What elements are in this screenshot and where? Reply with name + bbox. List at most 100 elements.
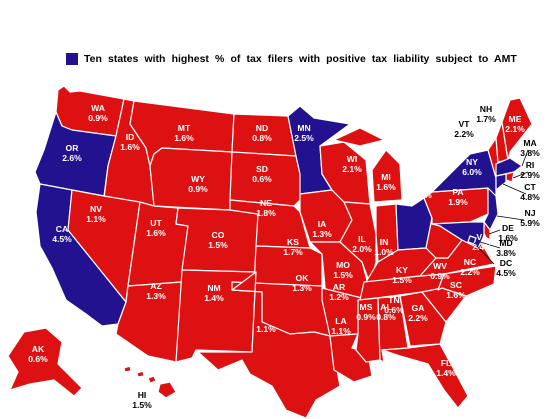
state-abbr-mo: MO	[336, 260, 350, 270]
state-value-sc: 1.6%	[446, 290, 466, 300]
state-value-or: 2.6%	[62, 153, 82, 163]
state-value-ne: 1.8%	[256, 208, 276, 218]
state-abbr-mt: MT	[178, 123, 191, 133]
state-value-la: 1.1%	[331, 326, 351, 336]
state-label-wy: WY0.9%	[188, 174, 208, 194]
state-label-ut: UT1.6%	[146, 218, 166, 238]
state-label-wv: WV0.9%	[430, 261, 450, 281]
state-value-ky: 1.5%	[392, 275, 412, 285]
state-abbr-dc: DC	[500, 258, 512, 268]
state-abbr-ri: RI	[526, 160, 535, 170]
legend-swatch	[66, 53, 78, 65]
state-abbr-mi: MI	[381, 172, 391, 182]
state-label-la: LA1.1%	[331, 316, 351, 336]
state-abbr-wv: WV	[433, 261, 447, 271]
state-abbr-oh: OH	[416, 180, 429, 190]
state-abbr-nd: ND	[256, 123, 268, 133]
state-value-dc: 4.5%	[496, 268, 516, 278]
state-value-nd: 0.8%	[252, 133, 272, 143]
state-label-ak: AK0.6%	[28, 344, 48, 364]
state-abbr-wa: WA	[91, 103, 105, 113]
state-label-hi: HI1.5%	[132, 390, 152, 410]
state-shape-dc[interactable]	[467, 235, 477, 245]
state-value-mi: 1.6%	[376, 182, 396, 192]
state-abbr-ca: CA	[56, 224, 68, 234]
state-abbr-sc: SC	[450, 280, 462, 290]
state-abbr-wy: WY	[191, 174, 205, 184]
state-value-hi: 1.5%	[132, 400, 152, 410]
leader-line-md	[479, 241, 501, 249]
state-abbr-al: AL	[380, 302, 391, 312]
state-value-nm: 1.4%	[204, 293, 224, 303]
state-abbr-nj: NJ	[525, 208, 536, 218]
state-abbr-mn: MN	[297, 123, 310, 133]
state-shape-mi[interactable]	[333, 127, 403, 203]
state-abbr-fl: FL	[441, 358, 452, 368]
state-value-de: 1.6%	[498, 233, 518, 243]
state-value-ma: 3.8%	[520, 148, 540, 158]
state-abbr-az: AZ	[150, 281, 161, 291]
state-label-sd: SD0.6%	[252, 164, 272, 184]
state-value-ct: 4.8%	[520, 192, 540, 202]
state-abbr-de: DE	[502, 223, 514, 233]
state-value-pa: 1.9%	[448, 197, 468, 207]
state-shapes	[7, 85, 533, 419]
state-label-de: DE1.6%	[498, 223, 518, 243]
state-abbr-sd: SD	[256, 164, 268, 174]
state-abbr-ma: MA	[523, 138, 536, 148]
state-label-il: IL2.0%	[352, 234, 372, 254]
state-abbr-ga: GA	[412, 303, 425, 313]
state-value-tn: 0.6%	[384, 305, 404, 315]
state-shape-ct[interactable]	[495, 173, 507, 191]
state-shape-ga[interactable]	[399, 291, 447, 347]
state-value-mt: 1.6%	[174, 133, 194, 143]
state-abbr-ar: AR	[333, 282, 346, 292]
state-label-al: AL0.8%	[376, 302, 396, 322]
leader-line-dc	[473, 242, 495, 265]
state-label-fl: FL1.4%	[436, 358, 456, 378]
leader-line-ct	[502, 183, 527, 195]
state-label-ny: NY6.0%	[462, 157, 482, 177]
state-label-ar: AR1.2%	[329, 282, 349, 302]
state-abbr-ut: UT	[150, 218, 162, 228]
state-shape-ak[interactable]	[7, 327, 83, 397]
state-shape-fl[interactable]	[381, 343, 469, 409]
state-value-nv: 1.1%	[86, 214, 106, 224]
state-shape-tx[interactable]	[197, 271, 341, 419]
state-abbr-md: MD	[499, 238, 512, 248]
state-value-md: 3.8%	[496, 248, 516, 258]
state-label-dc: DC4.5%	[496, 258, 516, 278]
state-label-oh: OH2.4%	[412, 180, 432, 200]
state-abbr-ky: KY	[396, 265, 408, 275]
state-label-ma: MA3.8%	[520, 138, 540, 158]
state-shape-hi[interactable]	[123, 365, 177, 399]
state-label-nj: NJ5.9%	[520, 208, 540, 228]
state-abbr-ak: AK	[32, 344, 45, 354]
state-label-md: MD3.8%	[496, 238, 516, 258]
state-label-nm: NM1.4%	[204, 283, 224, 303]
state-value-ny: 6.0%	[462, 167, 482, 177]
state-value-va: 2.4%	[472, 242, 492, 252]
state-shape-la[interactable]	[329, 333, 373, 383]
state-value-co: 1.5%	[208, 240, 228, 250]
state-value-wi: 2.1%	[342, 164, 362, 174]
state-abbr-ks: KS	[287, 237, 299, 247]
state-abbr-co: CO	[212, 230, 225, 240]
state-value-ak: 0.6%	[28, 354, 48, 364]
state-label-ca: CA4.5%	[52, 224, 72, 244]
state-abbr-id: ID	[126, 132, 135, 142]
state-shape-ri[interactable]	[505, 171, 515, 183]
state-abbr-tn: TN	[388, 295, 399, 305]
state-value-ga: 2.2%	[408, 313, 428, 323]
state-value-il: 2.0%	[352, 244, 372, 254]
state-value-ri: 2.9%	[520, 170, 540, 180]
state-value-wv: 0.9%	[430, 271, 450, 281]
state-shape-ma[interactable]	[495, 157, 523, 177]
leader-line-ri	[512, 171, 529, 179]
state-label-co: CO1.5%	[208, 230, 228, 250]
state-value-ca: 4.5%	[52, 234, 72, 244]
state-abbr-la: LA	[335, 316, 346, 326]
state-label-mo: MO1.5%	[333, 260, 353, 280]
state-abbr-ok: OK	[296, 273, 310, 283]
state-abbr-nv: NV	[90, 204, 102, 214]
